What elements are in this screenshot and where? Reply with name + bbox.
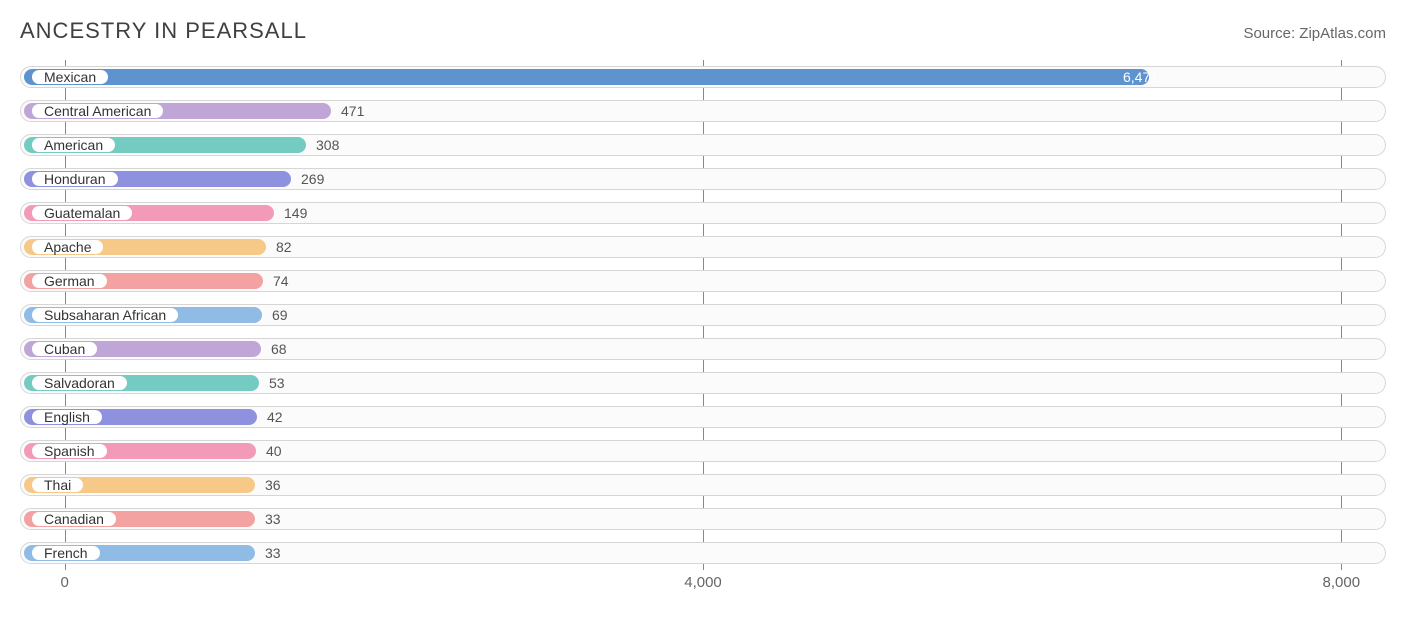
bar-label-pill: French bbox=[31, 545, 101, 561]
bar-value: 42 bbox=[267, 409, 283, 425]
bar-value: 471 bbox=[341, 103, 364, 119]
bar-value: 82 bbox=[276, 239, 292, 255]
bar-row: Salvadoran 53 bbox=[20, 366, 1386, 400]
bar-value: 68 bbox=[271, 341, 287, 357]
bar-track: German 74 bbox=[20, 270, 1386, 292]
bar-value: 6,471 bbox=[1123, 69, 1158, 85]
bar-label-pill: Central American bbox=[31, 103, 164, 119]
bar-row: Spanish 40 bbox=[20, 434, 1386, 468]
x-tick: 8,000 bbox=[1323, 574, 1361, 591]
bar-track: English 42 bbox=[20, 406, 1386, 428]
bar-value: 53 bbox=[269, 375, 285, 391]
bar-label-pill: Thai bbox=[31, 477, 84, 493]
bar-value: 308 bbox=[316, 137, 339, 153]
bar-value: 69 bbox=[272, 307, 288, 323]
bar-row: Honduran 269 bbox=[20, 162, 1386, 196]
bar-label-pill: Salvadoran bbox=[31, 375, 128, 391]
bar-label-pill: German bbox=[31, 273, 108, 289]
bar-track: Subsaharan African 69 bbox=[20, 304, 1386, 326]
bar-row: Mexican 6,471 bbox=[20, 60, 1386, 94]
bar-track: Cuban 68 bbox=[20, 338, 1386, 360]
x-tick: 0 bbox=[61, 574, 69, 591]
bar-label-pill: Mexican bbox=[31, 69, 109, 85]
bar-value: 269 bbox=[301, 171, 324, 187]
bar-track: American 308 bbox=[20, 134, 1386, 156]
bar-row: American 308 bbox=[20, 128, 1386, 162]
bars-group: Mexican 6,471 Central American 471 American 3… bbox=[20, 60, 1386, 570]
bar-row: Thai 36 bbox=[20, 468, 1386, 502]
bar-track: Apache 82 bbox=[20, 236, 1386, 258]
bar-value: 74 bbox=[273, 273, 289, 289]
bar-row: Central American 471 bbox=[20, 94, 1386, 128]
bar-fill bbox=[24, 69, 1149, 85]
bar-value: 40 bbox=[266, 443, 282, 459]
bar-track: Mexican 6,471 bbox=[20, 66, 1386, 88]
bar-track: Guatemalan 149 bbox=[20, 202, 1386, 224]
bar-row: Subsaharan African 69 bbox=[20, 298, 1386, 332]
bar-track: Central American 471 bbox=[20, 100, 1386, 122]
bar-value: 33 bbox=[265, 511, 281, 527]
bar-value: 33 bbox=[265, 545, 281, 561]
bar-row: Canadian 33 bbox=[20, 502, 1386, 536]
bar-track: Honduran 269 bbox=[20, 168, 1386, 190]
bar-label-pill: Subsaharan African bbox=[31, 307, 179, 323]
bar-track: Canadian 33 bbox=[20, 508, 1386, 530]
bar-label-pill: American bbox=[31, 137, 116, 153]
x-tick: 4,000 bbox=[684, 574, 722, 591]
bar-value: 36 bbox=[265, 477, 281, 493]
bar-label-pill: English bbox=[31, 409, 103, 425]
chart-title: ANCESTRY IN PEARSALL bbox=[20, 18, 307, 44]
bar-label-pill: Honduran bbox=[31, 171, 119, 187]
ancestry-chart: ANCESTRY IN PEARSALL Source: ZipAtlas.co… bbox=[0, 0, 1406, 644]
chart-header: ANCESTRY IN PEARSALL Source: ZipAtlas.co… bbox=[20, 18, 1386, 44]
bar-row: Cuban 68 bbox=[20, 332, 1386, 366]
chart-source: Source: ZipAtlas.com bbox=[1243, 25, 1386, 42]
bar-row: Apache 82 bbox=[20, 230, 1386, 264]
bar-label-pill: Apache bbox=[31, 239, 104, 255]
bar-label-pill: Canadian bbox=[31, 511, 117, 527]
bar-label-pill: Spanish bbox=[31, 443, 108, 459]
bar-track: Thai 36 bbox=[20, 474, 1386, 496]
bar-label-pill: Cuban bbox=[31, 341, 98, 357]
bar-row: English 42 bbox=[20, 400, 1386, 434]
bar-label-pill: Guatemalan bbox=[31, 205, 133, 221]
bar-row: German 74 bbox=[20, 264, 1386, 298]
bar-row: French 33 bbox=[20, 536, 1386, 570]
bar-value: 149 bbox=[284, 205, 307, 221]
bar-track: French 33 bbox=[20, 542, 1386, 564]
bar-track: Salvadoran 53 bbox=[20, 372, 1386, 394]
bar-track: Spanish 40 bbox=[20, 440, 1386, 462]
bar-row: Guatemalan 149 bbox=[20, 196, 1386, 230]
x-axis: 0 4,000 8,000 bbox=[20, 574, 1386, 604]
plot-area: Mexican 6,471 Central American 471 American 3… bbox=[20, 60, 1386, 600]
